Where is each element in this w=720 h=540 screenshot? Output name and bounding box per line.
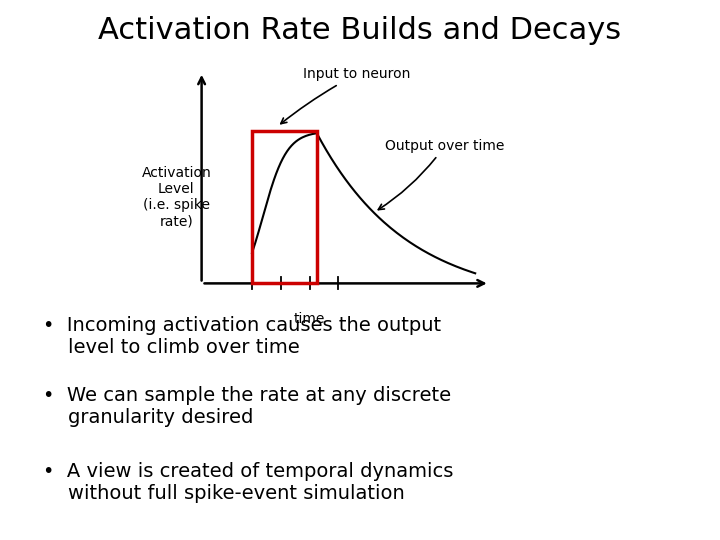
Text: Input to neuron: Input to neuron <box>281 68 410 124</box>
Text: Output over time: Output over time <box>378 139 505 210</box>
Text: Activation
Level
(i.e. spike
rate): Activation Level (i.e. spike rate) <box>142 166 211 228</box>
Text: time: time <box>294 312 325 326</box>
Text: •  Incoming activation causes the output
    level to climb over time: • Incoming activation causes the output … <box>43 316 441 357</box>
Text: •  We can sample the rate at any discrete
    granularity desired: • We can sample the rate at any discrete… <box>43 386 451 427</box>
Bar <box>252 131 317 284</box>
Text: •  A view is created of temporal dynamics
    without full spike-event simulatio: • A view is created of temporal dynamics… <box>43 462 454 503</box>
Text: Activation Rate Builds and Decays: Activation Rate Builds and Decays <box>99 16 621 45</box>
